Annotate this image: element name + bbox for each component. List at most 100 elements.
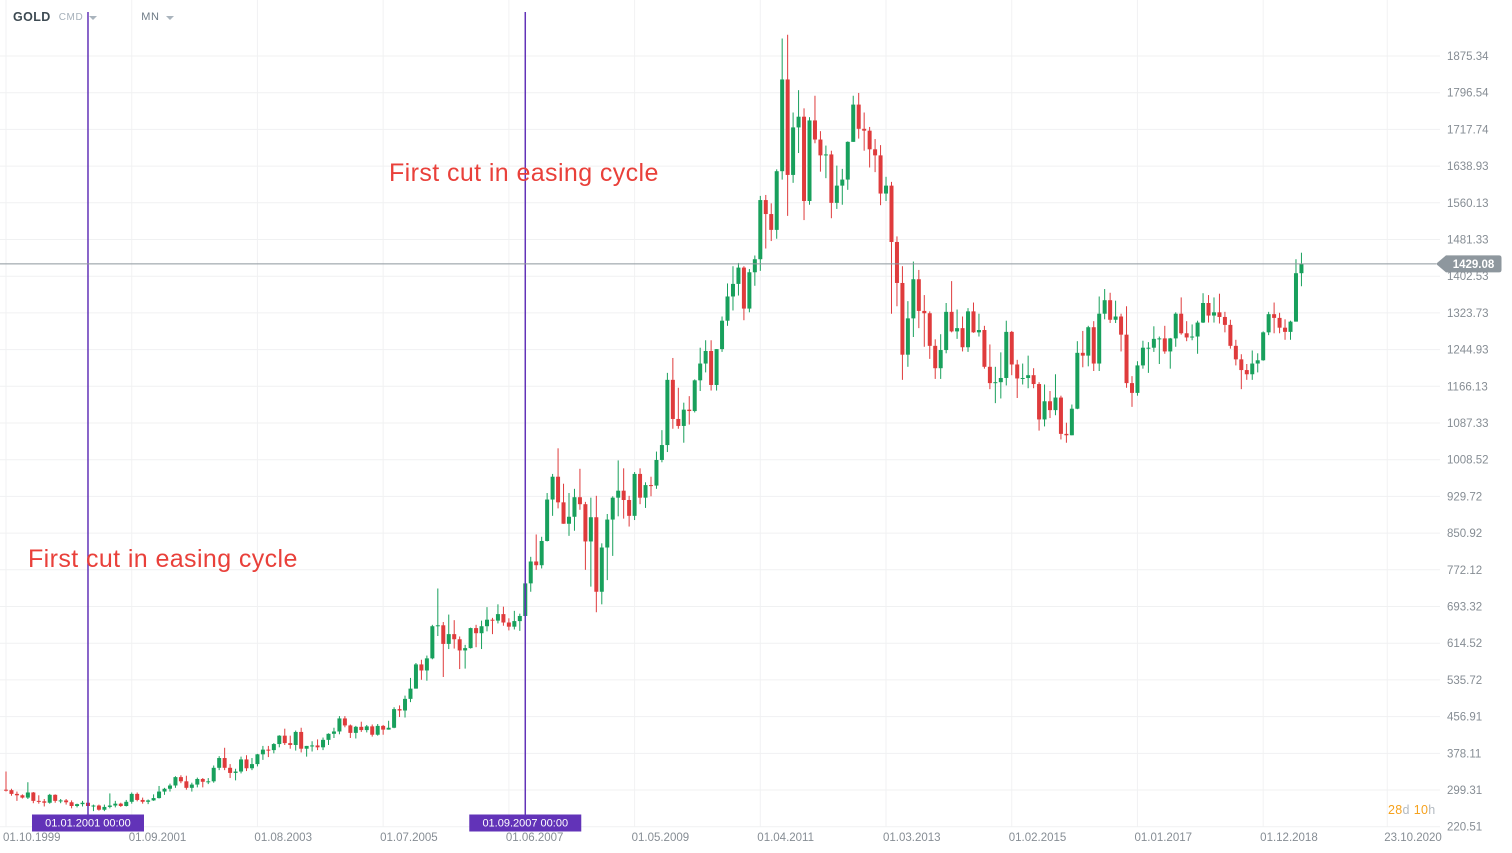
price-axis-label: 1244.93 xyxy=(1447,345,1489,357)
time-axis[interactable]: 01.10.1999 01.09.2001 01.08.2003 01.07.2005… xyxy=(3,832,1442,844)
candle-body xyxy=(998,377,1003,383)
candle-body xyxy=(774,171,779,230)
candle-body xyxy=(1004,331,1009,378)
candle-body xyxy=(107,805,112,807)
price-axis[interactable]: 1875.34 1796.54 1717.74 1638.93 1560.13 1481.… xyxy=(1447,51,1489,834)
annotation-easing-cycle-2007[interactable]: First cut in easing cycle xyxy=(389,159,659,187)
price-axis-label: 535.72 xyxy=(1447,675,1482,687)
candle-body xyxy=(687,409,692,412)
candle-body xyxy=(403,698,408,711)
candle-body xyxy=(430,626,435,659)
candle-body xyxy=(359,726,364,731)
timeframe-dropdown[interactable]: MN xyxy=(97,11,174,23)
candle-body xyxy=(91,805,96,807)
chevron-down-icon xyxy=(165,15,174,20)
candle-body xyxy=(512,621,517,627)
candle-body xyxy=(960,328,965,348)
chart-header: GOLD CMD MN xyxy=(13,10,174,24)
candle-body xyxy=(146,800,151,802)
candle-body xyxy=(96,805,101,810)
price-axis-label: 1402.53 xyxy=(1447,271,1489,283)
candle-body xyxy=(1015,364,1020,379)
event-label-box[interactable] xyxy=(31,814,144,832)
candle-body xyxy=(577,497,582,505)
candle-body xyxy=(249,764,254,769)
candle-body xyxy=(392,709,397,728)
time-axis-label: 23.10.2020 xyxy=(1384,832,1442,844)
candle-body xyxy=(419,664,424,671)
candle-body xyxy=(244,759,249,769)
candle-body xyxy=(353,726,358,733)
candle-body xyxy=(1064,433,1069,436)
candle-body xyxy=(802,116,807,202)
candle-body xyxy=(1211,312,1216,316)
candle-body xyxy=(572,497,577,517)
candle-body xyxy=(1168,338,1173,352)
candle-body xyxy=(670,379,675,419)
candle-body xyxy=(878,155,883,194)
candle-body xyxy=(490,619,495,621)
candle-body xyxy=(479,626,484,634)
price-axis-label: 850.92 xyxy=(1447,528,1482,540)
candle-body xyxy=(681,409,686,426)
candle-body xyxy=(1157,338,1162,340)
candle-body xyxy=(485,619,490,627)
time-axis-label: 01.10.1999 xyxy=(3,832,61,844)
candle-body xyxy=(157,791,162,799)
candle-body xyxy=(1119,316,1124,335)
candle-body xyxy=(1091,327,1096,364)
candle-body xyxy=(222,758,227,768)
instrument-market-dropdown[interactable]: CMD xyxy=(51,12,98,23)
instrument-symbol: GOLD xyxy=(13,10,51,24)
candle-body xyxy=(468,628,473,649)
event-label-box[interactable] xyxy=(469,814,582,832)
candle-body xyxy=(1222,316,1227,325)
candle-body xyxy=(566,516,571,524)
candle-body xyxy=(1217,312,1222,317)
candle-body xyxy=(1020,377,1025,379)
candle-body xyxy=(1026,375,1031,378)
candle-body xyxy=(616,490,621,498)
candle-body xyxy=(1179,313,1184,334)
candle-body xyxy=(375,725,380,735)
time-axis-label: 01.12.2018 xyxy=(1260,832,1318,844)
price-axis-label: 929.72 xyxy=(1447,491,1482,503)
candle-body xyxy=(834,185,839,203)
candle-body xyxy=(1261,332,1266,361)
candle-body xyxy=(763,200,768,215)
time-axis-label: 01.02.2015 xyxy=(1009,832,1067,844)
candle-body xyxy=(955,328,960,332)
candle-body xyxy=(381,725,386,730)
price-axis-label: 456.91 xyxy=(1447,712,1482,724)
candle-body xyxy=(654,459,659,486)
candle-body xyxy=(118,803,123,806)
candle-body xyxy=(665,379,670,446)
candle-body xyxy=(304,745,309,749)
candle-body xyxy=(441,625,446,644)
candle-body xyxy=(1228,324,1233,346)
candle-body xyxy=(124,801,129,806)
candle-countdown: 28d 10h xyxy=(1388,803,1436,817)
candle-body xyxy=(867,130,872,150)
candle-body xyxy=(610,497,615,520)
event-label: 01.09.2007 00:00 xyxy=(482,818,568,830)
candle-body xyxy=(987,366,992,384)
candle-body xyxy=(944,311,949,351)
candle-body xyxy=(80,802,85,805)
candle-body xyxy=(1146,347,1151,349)
candle-body xyxy=(561,502,566,524)
candle-body xyxy=(949,311,954,332)
candle-body xyxy=(976,330,981,333)
countdown-hours: 10 xyxy=(1413,803,1429,817)
candle-body xyxy=(189,784,194,788)
candle-body xyxy=(534,561,539,566)
candle-body xyxy=(260,749,265,755)
candle-body xyxy=(20,795,25,798)
candle-body xyxy=(698,363,703,381)
price-axis-label: 1166.13 xyxy=(1447,381,1488,393)
candle-body xyxy=(457,639,462,651)
candle-body xyxy=(1190,336,1195,338)
annotation-easing-cycle-2001[interactable]: First cut in easing cycle xyxy=(28,545,298,573)
candle-body xyxy=(1272,314,1277,318)
